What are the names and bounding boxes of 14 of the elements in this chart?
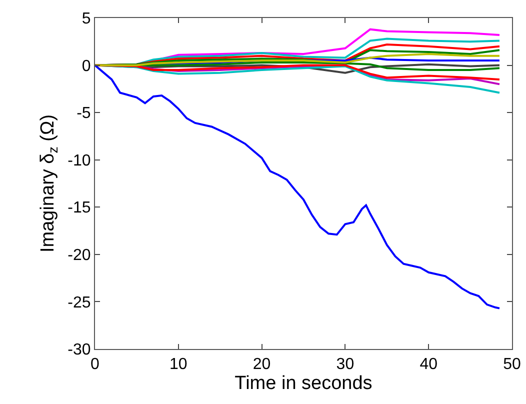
x-tick-label: 10 bbox=[170, 356, 188, 374]
y-tick-label: -5 bbox=[76, 105, 91, 122]
x-tick-label: 30 bbox=[336, 356, 354, 374]
y-tick-label: 5 bbox=[82, 10, 91, 28]
x-tick-label: 40 bbox=[420, 356, 438, 374]
x-tick-label: 50 bbox=[503, 356, 521, 374]
y-tick-label: -10 bbox=[68, 152, 91, 170]
x-axis-title: Time in seconds bbox=[234, 373, 372, 394]
y-tick-label: -30 bbox=[68, 342, 91, 359]
y-tick-label: -20 bbox=[68, 247, 91, 264]
x-tick-label: 20 bbox=[252, 356, 271, 374]
y-tick-label: -25 bbox=[68, 294, 91, 312]
y-tick-label: 0 bbox=[82, 58, 91, 75]
y-tick-label: -15 bbox=[68, 200, 91, 217]
